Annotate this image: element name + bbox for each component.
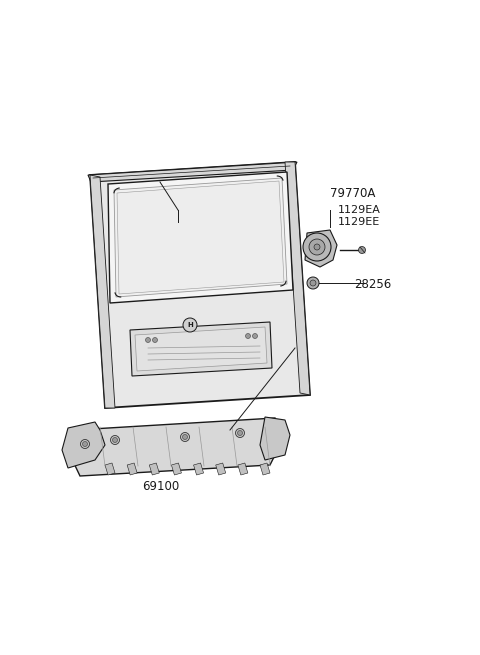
Circle shape <box>236 428 244 438</box>
Circle shape <box>145 337 151 343</box>
Text: 79770A: 79770A <box>330 187 375 200</box>
Circle shape <box>359 246 365 253</box>
Polygon shape <box>149 463 159 475</box>
Text: 1129EA: 1129EA <box>338 205 381 215</box>
Circle shape <box>238 430 242 436</box>
Circle shape <box>310 280 316 286</box>
Circle shape <box>303 233 331 261</box>
Polygon shape <box>88 162 297 182</box>
Circle shape <box>314 244 320 250</box>
Polygon shape <box>305 230 337 267</box>
Circle shape <box>183 318 197 332</box>
Circle shape <box>307 277 319 289</box>
Polygon shape <box>90 162 310 408</box>
Polygon shape <box>130 322 272 376</box>
Text: 69100: 69100 <box>142 480 179 493</box>
Circle shape <box>309 239 325 255</box>
Polygon shape <box>114 178 287 297</box>
Polygon shape <box>260 417 290 460</box>
Polygon shape <box>238 463 248 475</box>
Circle shape <box>112 438 118 443</box>
Polygon shape <box>127 463 137 475</box>
Text: 1129EE: 1129EE <box>338 217 380 227</box>
Circle shape <box>182 434 188 440</box>
Polygon shape <box>285 162 310 395</box>
Polygon shape <box>62 422 105 468</box>
Text: 28256: 28256 <box>354 278 391 291</box>
Circle shape <box>81 440 89 449</box>
Circle shape <box>83 441 87 447</box>
Circle shape <box>252 333 257 339</box>
Polygon shape <box>260 463 270 475</box>
Circle shape <box>180 432 190 441</box>
Text: H: H <box>187 322 193 328</box>
Circle shape <box>110 436 120 445</box>
Polygon shape <box>135 327 267 371</box>
Polygon shape <box>108 172 293 303</box>
Circle shape <box>245 333 251 339</box>
Polygon shape <box>90 175 115 408</box>
Text: 73700: 73700 <box>178 205 215 218</box>
Polygon shape <box>216 463 226 475</box>
Polygon shape <box>193 463 204 475</box>
Polygon shape <box>171 463 181 475</box>
Polygon shape <box>70 418 280 476</box>
Polygon shape <box>105 463 115 475</box>
Circle shape <box>153 337 157 343</box>
Polygon shape <box>117 181 284 294</box>
